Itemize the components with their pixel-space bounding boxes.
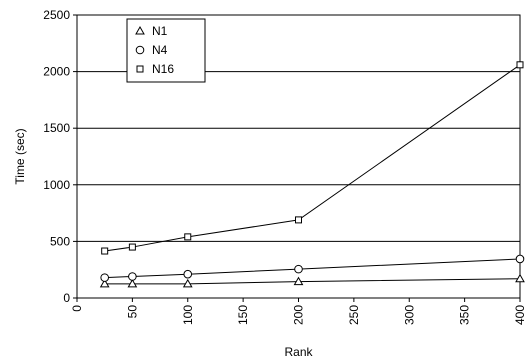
series-n4-line	[104, 258, 521, 279]
series-n16-point	[184, 233, 192, 241]
legend-marker-n1	[135, 25, 145, 35]
series-layer	[99, 61, 525, 288]
y-axis-title: Time (sec)	[13, 128, 27, 184]
series-n4-point	[294, 264, 303, 274]
x-tick-label: 0	[70, 305, 84, 312]
y-tick-label: 1000	[43, 178, 70, 192]
legend-marker-n4	[135, 45, 145, 55]
x-tick-label: 150	[236, 305, 250, 325]
series-n16	[101, 61, 524, 255]
y-tick-label: 2500	[43, 8, 70, 22]
series-n1-line	[104, 278, 521, 285]
series-n1-point	[515, 273, 525, 283]
x-axis-title: Rank	[284, 345, 313, 359]
series-n4-point	[128, 272, 137, 281]
x-tick-label: 300	[402, 305, 416, 325]
legend-item-n4: N4	[135, 43, 168, 57]
series-n4-point	[183, 269, 193, 279]
x-tick-label: 400	[513, 305, 527, 325]
series-n16-point	[128, 243, 136, 251]
series-n16-line	[104, 64, 521, 252]
x-tick-label: 250	[347, 305, 361, 325]
legend-label-n4: N4	[152, 43, 168, 57]
legend-label-n1: N1	[152, 24, 168, 38]
series-n16-point	[101, 247, 109, 255]
series-n1-point	[99, 278, 110, 288]
series-n1-point	[127, 278, 138, 288]
x-tick-label: 50	[125, 305, 139, 319]
legend-marker-n16	[136, 65, 144, 73]
y-tick-label: 500	[50, 234, 70, 248]
y-axis: 0 500 1000 1500 2000 2500	[43, 8, 77, 305]
x-tick-label: 350	[458, 305, 472, 325]
series-n1-point	[293, 276, 304, 286]
y-tick-label: 1500	[43, 121, 70, 135]
y-tick-label: 2000	[43, 65, 70, 79]
series-n4	[100, 254, 525, 282]
legend-item-n16: N16	[136, 62, 174, 76]
series-n4-point	[515, 254, 525, 264]
legend-label-n16: N16	[152, 62, 174, 76]
legend-item-n1: N1	[135, 24, 168, 38]
series-n1	[99, 273, 525, 288]
grid-lines	[77, 71, 520, 242]
series-n16-point	[516, 61, 524, 69]
series-n4-point	[100, 273, 109, 282]
x-tick-label: 100	[181, 305, 195, 325]
legend: N1 N4 N16	[126, 18, 206, 83]
y-tick-label: 0	[63, 291, 70, 305]
x-tick-label: 200	[292, 305, 306, 325]
series-n16-point	[295, 216, 302, 224]
series-n1-point	[182, 278, 193, 288]
x-axis: 0 50 100 150 200 250 300 350 400	[70, 298, 527, 325]
